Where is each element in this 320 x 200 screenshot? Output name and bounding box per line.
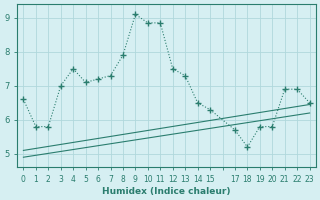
X-axis label: Humidex (Indice chaleur): Humidex (Indice chaleur) bbox=[102, 187, 231, 196]
